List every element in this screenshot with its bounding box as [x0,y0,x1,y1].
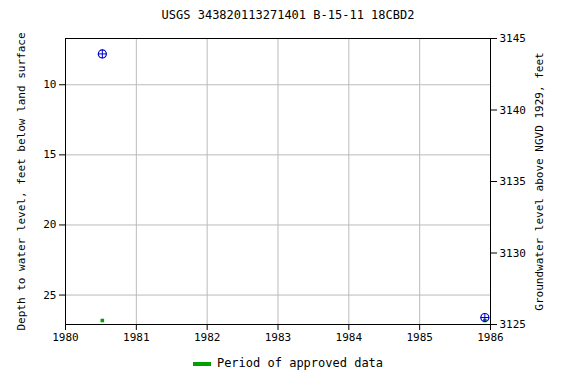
svg-text:3145: 3145 [500,32,527,45]
svg-text:3125: 3125 [500,318,527,331]
svg-text:20: 20 [43,218,56,231]
svg-text:3130: 3130 [500,247,527,260]
svg-text:1986: 1986 [477,331,504,344]
svg-text:1980: 1980 [52,331,79,344]
svg-text:3140: 3140 [500,104,527,117]
svg-text:1983: 1983 [265,331,292,344]
svg-text:10: 10 [43,78,56,91]
svg-text:1982: 1982 [194,331,221,344]
svg-text:Depth to water level, feet bel: Depth to water level, feet below land su… [15,32,28,330]
svg-text:1984: 1984 [336,331,363,344]
html-text:Period of approved data: Period of approved data [216,356,384,370]
svg-text:1985: 1985 [406,331,433,344]
svg-text:Groundwater level above NGVD 1: Groundwater level above NGVD 1929, feet [533,52,546,310]
svg-text:15: 15 [43,148,56,161]
svg-text:25: 25 [43,289,56,302]
svg-text:1981: 1981 [123,331,150,344]
svg-text:3135: 3135 [500,175,527,188]
html-text:USGS 343820113271401 B-15-11 1: USGS 343820113271401 B-15-11 18CBD2 [161,8,415,22]
